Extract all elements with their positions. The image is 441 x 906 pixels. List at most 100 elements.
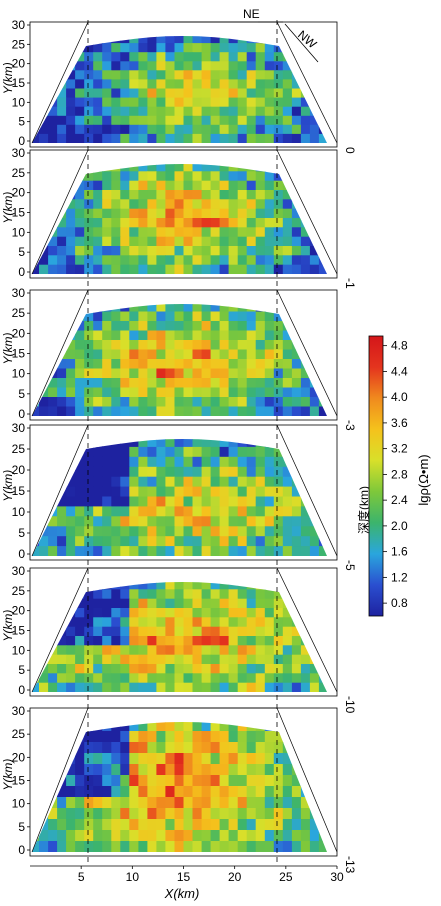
- heatmap-cell: [111, 190, 121, 200]
- heatmap-cell: [273, 731, 284, 743]
- heatmap-cell: [111, 227, 121, 238]
- heatmap-cell: [255, 190, 266, 200]
- y-axis-tick-label: 20: [12, 750, 26, 764]
- depth-value-label: -5: [343, 560, 357, 571]
- heatmap-cell: [192, 304, 203, 313]
- heatmap-cell: [93, 731, 103, 743]
- heatmap-cell: [57, 133, 67, 143]
- heatmap-cell: [48, 264, 58, 274]
- heatmap-cell: [93, 43, 103, 53]
- y-axis-tick-label: 5: [18, 526, 25, 540]
- heatmap-cell: [48, 106, 58, 117]
- heatmap-cell: [120, 841, 130, 852]
- heatmap-cell: [201, 227, 212, 238]
- heatmap-cell: [120, 830, 130, 842]
- heatmap-cell: [237, 496, 248, 507]
- heatmap-cell: [282, 466, 293, 478]
- heatmap-cell: [291, 349, 302, 360]
- heatmap-cell: [192, 753, 203, 765]
- heatmap-cell: [66, 536, 76, 547]
- heatmap-cell: [57, 654, 67, 665]
- heatmap-cell: [255, 349, 266, 360]
- perspective-edge-right: [276, 149, 338, 275]
- heatmap-cell: [183, 406, 194, 416]
- heatmap-cell: [273, 682, 284, 692]
- heatmap-cell: [255, 246, 266, 256]
- heatmap-cell: [174, 446, 185, 458]
- heatmap-cell: [75, 819, 85, 831]
- heatmap-cell: [291, 645, 302, 656]
- heatmap-cell: [84, 397, 94, 408]
- heatmap-cell: [165, 742, 175, 754]
- heatmap-cell: [156, 190, 166, 200]
- heatmap-cell: [219, 664, 230, 674]
- y-axis-tick-label: 25: [12, 442, 26, 456]
- heatmap-cell: [273, 486, 284, 498]
- heatmap-cell: [183, 52, 194, 62]
- heatmap-cell: [147, 387, 157, 398]
- heatmap-cell: [192, 786, 203, 798]
- heatmap-cell: [201, 654, 212, 665]
- heatmap-cell: [201, 79, 212, 90]
- heatmap-cell: [129, 70, 139, 80]
- heatmap-cell: [129, 359, 139, 370]
- heatmap-cell: [156, 79, 166, 90]
- heatmap-cell: [75, 546, 85, 556]
- heatmap-cell: [174, 753, 185, 765]
- heatmap-cell: [111, 819, 121, 831]
- heatmap-cell: [246, 330, 257, 341]
- heatmap-cell: [219, 742, 230, 754]
- heatmap-cell: [273, 797, 284, 809]
- heatmap-cell: [210, 742, 221, 754]
- heatmap-cell: [93, 368, 103, 379]
- heatmap-cell: [156, 764, 166, 776]
- heatmap-cell: [129, 476, 139, 488]
- heatmap-cell: [201, 476, 212, 488]
- heatmap-cell: [255, 486, 266, 498]
- heatmap-cell: [138, 368, 148, 379]
- heatmap-cell: [273, 397, 284, 408]
- heatmap-cell: [102, 264, 112, 274]
- heatmap-cell: [57, 506, 67, 517]
- heatmap-cell: [111, 731, 121, 743]
- heatmap-cell: [210, 43, 221, 53]
- heatmap-cell: [237, 808, 248, 820]
- heatmap-cell: [165, 199, 175, 210]
- heatmap-cell: [66, 79, 76, 90]
- heatmap-cell: [174, 36, 185, 44]
- heatmap-cell: [120, 70, 130, 80]
- heatmap-cell: [66, 476, 76, 488]
- heatmap-cell: [93, 830, 103, 842]
- heatmap-cell: [93, 446, 103, 458]
- heatmap-cell: [84, 190, 94, 200]
- heatmap-cell: [282, 486, 293, 498]
- heatmap-cell: [111, 340, 121, 351]
- heatmap-cell: [246, 406, 257, 416]
- heatmap-cell: [156, 654, 166, 665]
- heatmap-cell: [102, 636, 112, 646]
- heatmap-cell: [48, 664, 58, 674]
- heatmap-cell: [264, 227, 275, 238]
- heatmap-cell: [111, 330, 121, 341]
- y-axis-tick-label: 25: [12, 727, 26, 741]
- heatmap-cell: [66, 199, 76, 210]
- heatmap-cell: [228, 446, 239, 458]
- heatmap-cell: [111, 742, 121, 754]
- heatmap-cell: [120, 526, 130, 537]
- heatmap-cell: [102, 608, 112, 618]
- heatmap-cell: [120, 536, 130, 547]
- y-axis-tick-label: 0: [18, 407, 25, 421]
- heatmap-cell: [192, 164, 203, 172]
- heatmap-cell: [120, 359, 130, 370]
- heatmap-cell: [183, 654, 194, 665]
- heatmap-cell: [156, 133, 166, 143]
- heatmap-cell: [165, 775, 175, 787]
- heatmap-cell: [273, 466, 284, 478]
- heatmap-cell: [264, 246, 275, 256]
- heatmap-cell: [174, 682, 185, 692]
- heatmap-cell: [291, 526, 302, 537]
- heatmap-cell: [210, 819, 221, 831]
- heatmap-cell: [111, 61, 121, 71]
- heatmap-cell: [66, 378, 76, 389]
- heatmap-cell: [75, 617, 85, 628]
